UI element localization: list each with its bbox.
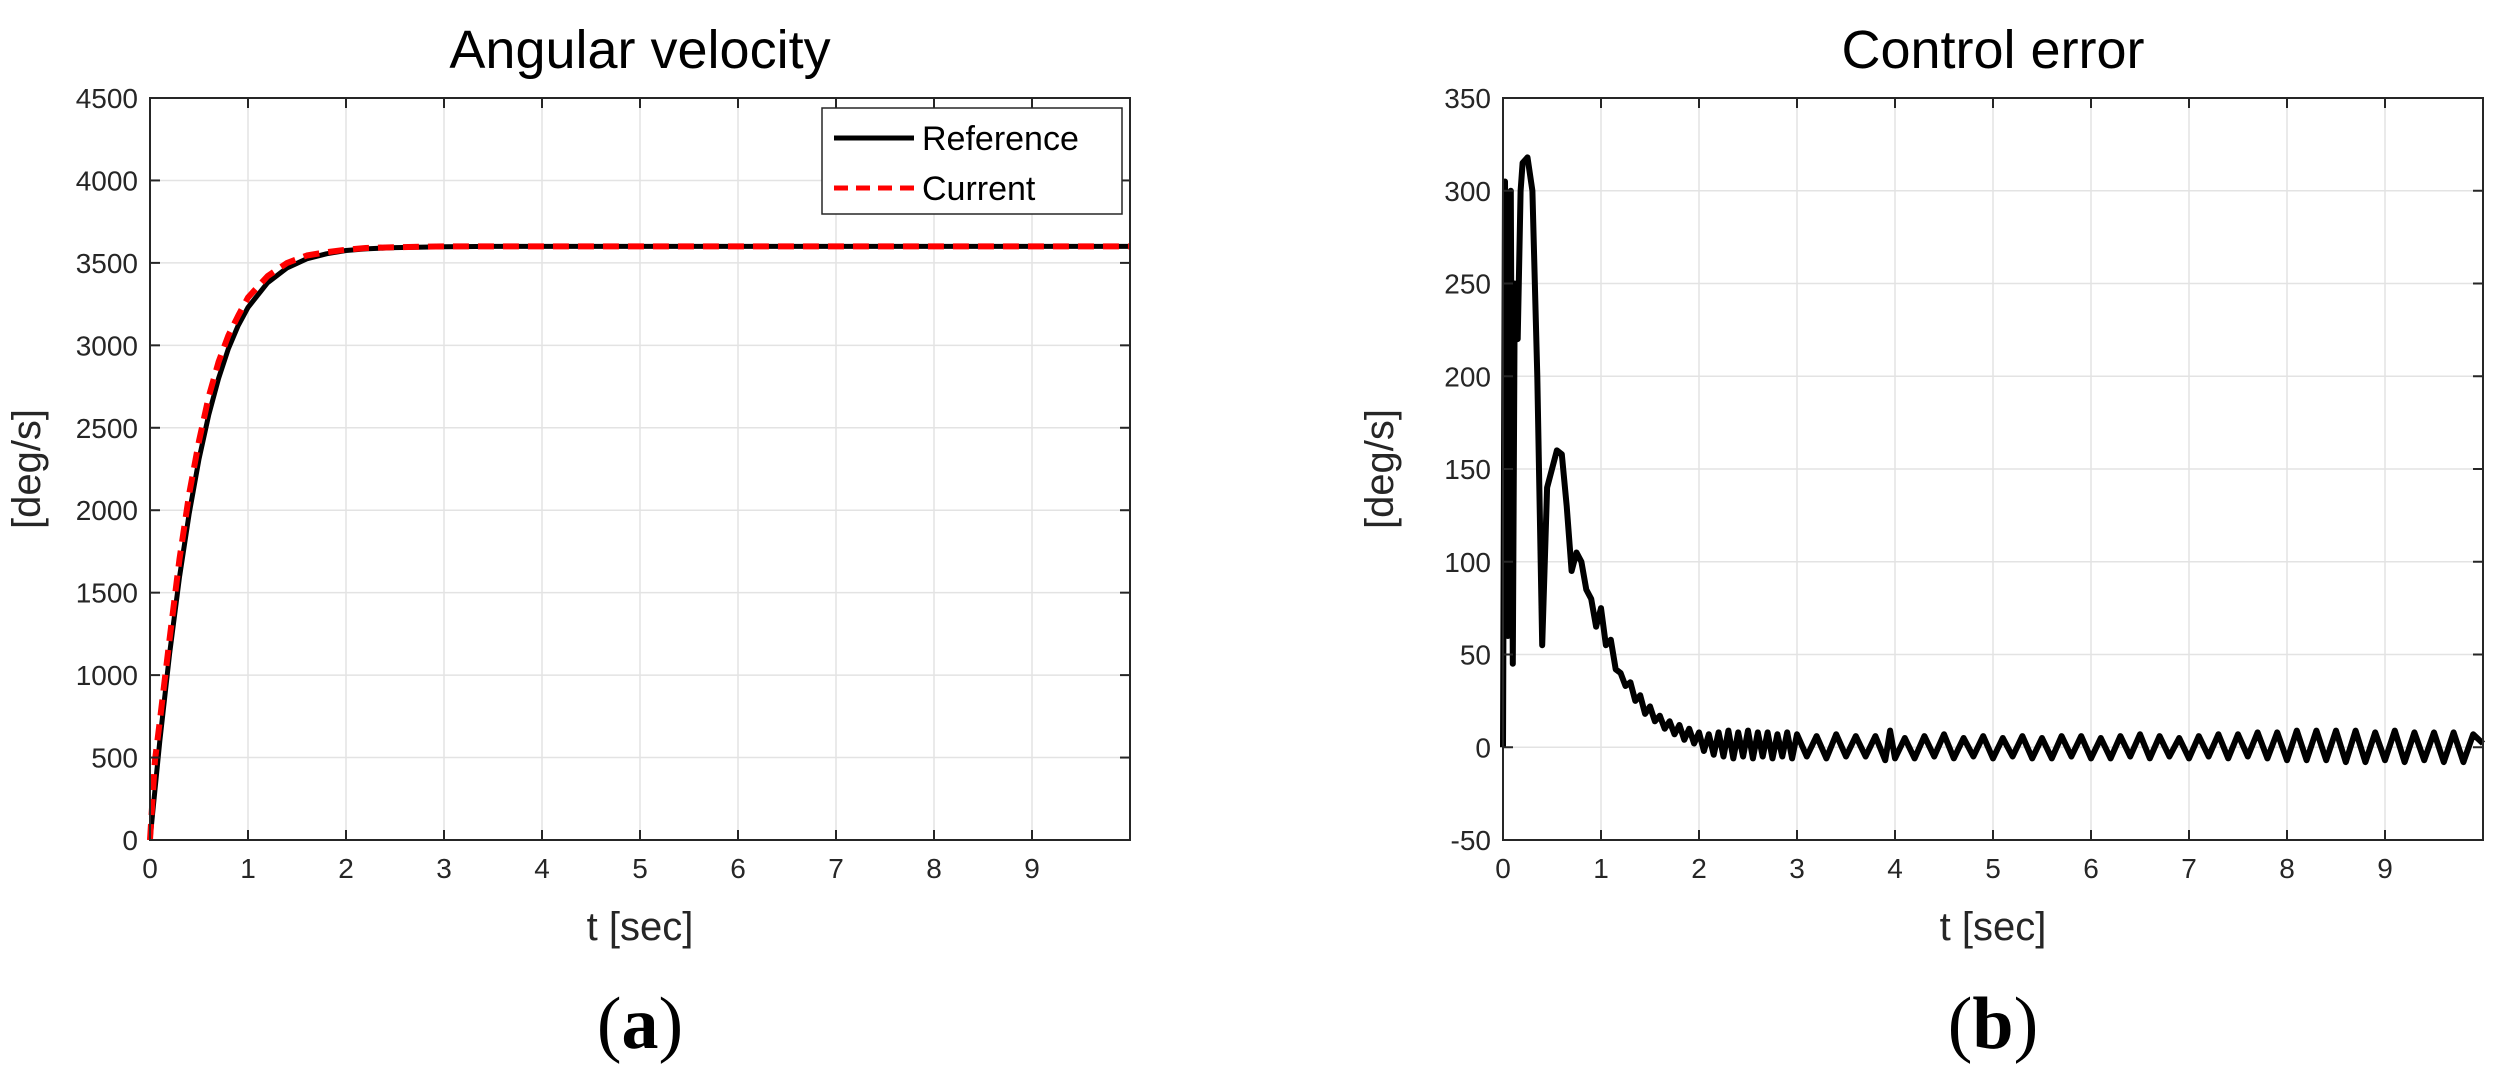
y-tick-label: 4000 [76,165,138,196]
x-tick-label: 8 [926,853,942,884]
y-tick-label: 4500 [76,83,138,114]
chart-a-legend: Reference Current [821,107,1123,215]
y-tick-label: 1500 [76,578,138,609]
chart-a-title: Angular velocity [449,20,830,80]
x-tick-label: 4 [1887,853,1903,884]
y-tick-label: 500 [91,743,138,774]
chart-a-xlabel: t [sec] [587,905,694,949]
x-tick-label: 5 [1985,853,2001,884]
chart-b-ylabel: [deg/s] [1358,409,1402,529]
y-tick-label: 100 [1444,547,1491,578]
series-line-error [1500,154,2486,766]
x-tick-label: 0 [142,853,158,884]
x-tick-label: 1 [1593,853,1609,884]
x-tick-label: 3 [1789,853,1805,884]
chart-panel-a: 0 1 2 3 4 5 6 7 8 9 0 500 1000 1500 2000 2500 3000 3500 40… [5,20,1131,1065]
x-tick-label: 0 [1495,853,1511,884]
x-tick-label: 1 [240,853,256,884]
x-tick-label: 6 [730,853,746,884]
chart-b-series [1500,154,2486,766]
y-tick-label: 3500 [76,248,138,279]
x-tick-label: 9 [1024,853,1040,884]
y-tick-label: 3000 [76,330,138,361]
x-tick-label: 7 [2181,853,2197,884]
y-tick-label: 2500 [76,413,138,444]
x-tick-label: 5 [632,853,648,884]
chart-b-title: Control error [1841,20,2144,80]
chart-a-ticks: 0 1 2 3 4 5 6 7 8 9 0 500 1000 1500 2000 2500 3000 3500 40… [76,83,1130,884]
y-tick-label: 250 [1444,269,1491,300]
series-line-current [147,243,1130,841]
y-tick-label: 200 [1444,361,1491,392]
y-tick-label: 50 [1460,640,1491,671]
x-tick-label: 9 [2377,853,2393,884]
chart-a-ylabel: [deg/s] [5,409,49,529]
legend-label-current: Current [922,170,1036,208]
x-tick-label: 2 [1691,853,1707,884]
y-tick-label: 300 [1444,176,1491,207]
x-tick-label: 8 [2279,853,2295,884]
x-tick-label: 4 [534,853,550,884]
x-tick-label: 3 [436,853,452,884]
chart-a-series [147,243,1130,841]
y-tick-label: 350 [1444,83,1491,114]
x-tick-label: 6 [2083,853,2099,884]
legend-label-reference: Reference [922,120,1079,158]
x-tick-label: 7 [828,853,844,884]
y-tick-label: 2000 [76,495,138,526]
y-tick-label: -50 [1451,825,1491,856]
y-tick-label: 1000 [76,660,138,691]
y-tick-label: 0 [122,825,138,856]
panel-label-a: (a) [597,983,683,1065]
chart-b-xlabel: t [sec] [1940,905,2047,949]
legend-box [821,107,1123,215]
y-tick-label: 0 [1475,732,1491,763]
panel-label-b: (b) [1948,983,2038,1065]
y-tick-label: 150 [1444,454,1491,485]
x-tick-label: 2 [338,853,354,884]
